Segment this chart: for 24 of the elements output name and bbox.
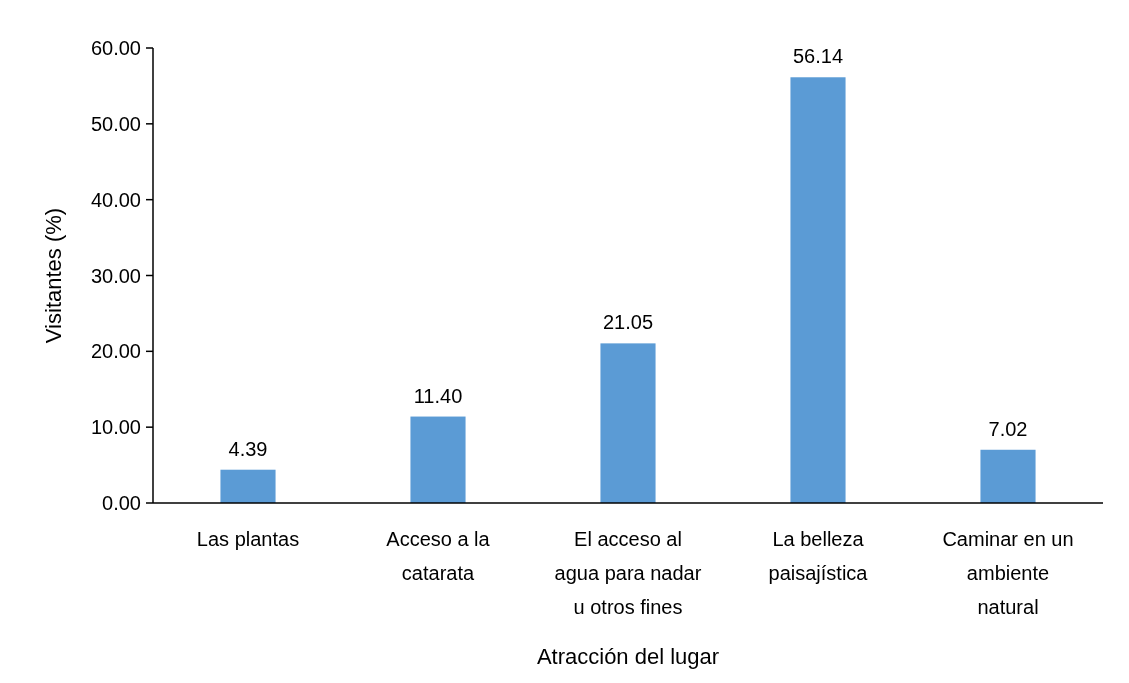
bar [600, 343, 656, 503]
data-label: 4.39 [228, 437, 268, 460]
data-label: 56.14 [792, 45, 844, 68]
y-tick-label: 10.00 [90, 416, 141, 439]
y-tick-label: 20.00 [90, 340, 141, 363]
y-tick-label: 60.00 [90, 37, 141, 59]
x-tick-label: Acceso a la catarata [386, 528, 491, 584]
y-axis-title: Visitantes (%) [41, 207, 66, 344]
y-tick-label: 30.00 [90, 264, 141, 287]
data-label: 21.05 [602, 311, 654, 334]
x-tick-label: Caminar en un ambiente natural [942, 528, 1074, 618]
data-label: 11.40 [413, 384, 463, 407]
data-label: 7.02 [988, 417, 1028, 440]
y-tick-label: 50.00 [90, 112, 141, 135]
x-tick-label: El acceso al agua para nadar u otros fines [554, 528, 702, 618]
bar [790, 77, 846, 503]
x-tick-label: La belleza paisajística [768, 528, 869, 584]
bar [220, 469, 276, 503]
x-axis-title: Atracción del lugar [536, 644, 720, 669]
x-tick-label: Las plantas [196, 528, 300, 550]
bar [410, 416, 466, 503]
y-tick-label: 40.00 [90, 188, 141, 211]
y-tick-label: 0.00 [102, 492, 141, 514]
bar [980, 449, 1036, 503]
